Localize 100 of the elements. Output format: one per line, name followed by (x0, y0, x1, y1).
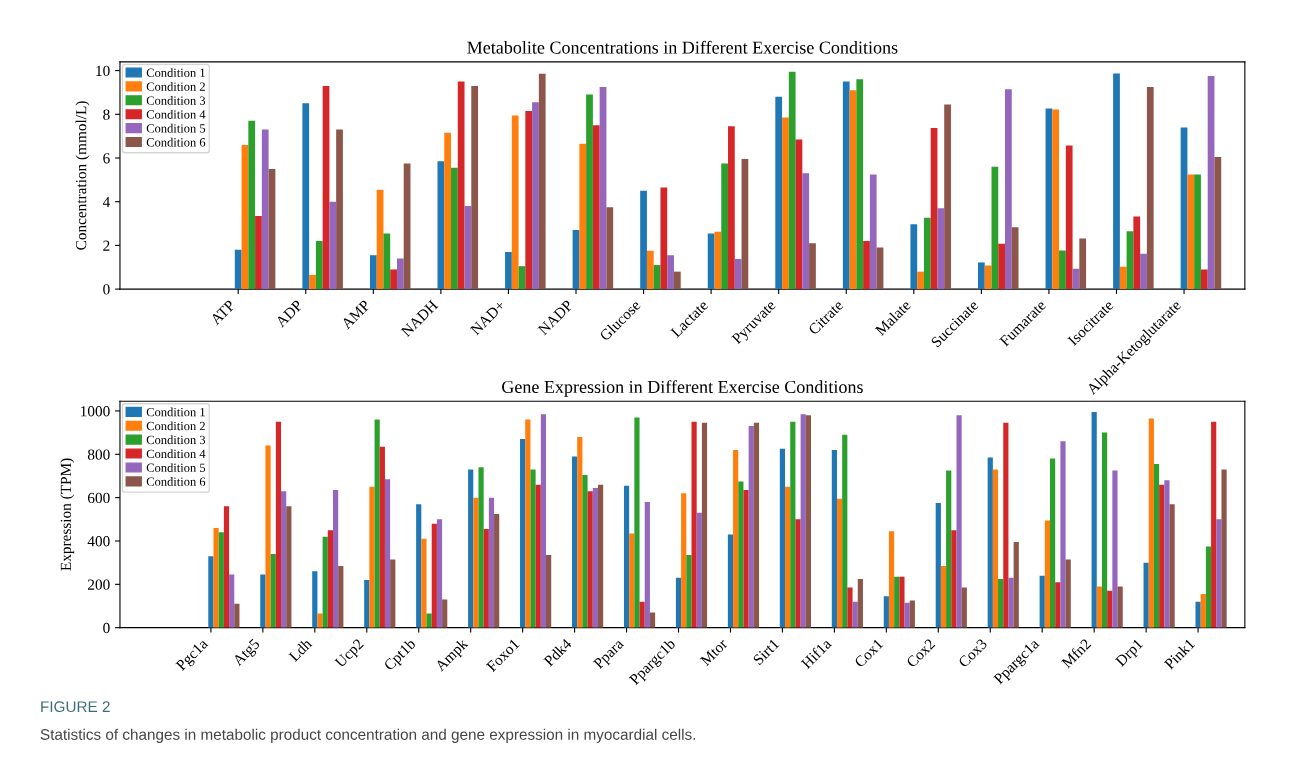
legend-label: Condition 5 (146, 463, 206, 472)
bar (800, 414, 806, 628)
bar (1194, 174, 1201, 290)
bar (390, 269, 397, 290)
bar (691, 421, 697, 628)
bar (1044, 520, 1051, 628)
bar (315, 241, 323, 290)
bar (733, 449, 739, 628)
bar (894, 576, 900, 628)
bar (483, 529, 489, 628)
bar (857, 578, 863, 628)
bar (748, 426, 754, 628)
bar (998, 578, 1004, 628)
bar (1050, 458, 1056, 628)
legend-label: Condition 2 (146, 82, 205, 91)
bar (935, 503, 941, 628)
bar (540, 414, 547, 628)
bar (775, 96, 783, 290)
legend-label: Condition 1 (146, 407, 205, 417)
legend-label: Condition 4 (146, 449, 206, 459)
bar (1146, 86, 1154, 290)
bar (587, 491, 593, 628)
bar (416, 504, 422, 628)
bar (909, 600, 915, 628)
bar (738, 481, 744, 628)
bar (572, 456, 578, 628)
bar (675, 577, 682, 628)
bar (707, 233, 715, 290)
bar (1211, 421, 1217, 628)
bar (384, 479, 391, 628)
bar (1065, 559, 1071, 628)
legend-label: Condition 4 (146, 109, 206, 119)
bar (743, 490, 749, 628)
bar (309, 274, 316, 290)
bar (275, 421, 282, 628)
y-tick-label: 2 (103, 240, 110, 251)
bar (444, 132, 452, 290)
bar (270, 553, 276, 628)
bar (923, 217, 931, 290)
x-tick-label: Ldh (287, 637, 313, 663)
bar (1091, 412, 1097, 628)
bar (785, 486, 791, 628)
bar (917, 271, 924, 290)
bar (390, 559, 396, 628)
bar (946, 470, 952, 628)
bar (421, 538, 427, 628)
bar (281, 491, 287, 628)
bar (904, 602, 910, 628)
bar (1005, 89, 1012, 290)
y-tick-label: 1000 (81, 406, 110, 417)
bar (336, 129, 343, 290)
bar (1096, 586, 1102, 628)
bar (951, 530, 957, 628)
bar (940, 565, 947, 628)
bar (374, 419, 380, 628)
bar (592, 487, 598, 628)
legend-label: Condition 6 (146, 477, 206, 486)
bar (1117, 586, 1123, 628)
legend-label: Condition 6 (146, 137, 206, 147)
bar (451, 167, 458, 290)
bar (809, 243, 816, 290)
bar (842, 81, 850, 290)
bar (532, 102, 539, 290)
bar (961, 587, 967, 628)
bar (788, 71, 796, 290)
bar (338, 565, 344, 628)
bar (317, 613, 323, 628)
bar (847, 587, 853, 628)
bar (327, 530, 333, 628)
bar (471, 85, 479, 290)
bar (312, 571, 318, 628)
bar (1113, 73, 1120, 290)
bar (991, 166, 999, 290)
bar (525, 419, 531, 628)
bar (223, 506, 230, 628)
bar (1112, 470, 1118, 628)
bar (667, 255, 674, 290)
bar (1214, 156, 1222, 290)
y-axis-title: Expression (TPM) (60, 458, 75, 571)
bar (538, 73, 546, 290)
bar (494, 513, 500, 628)
bar (802, 173, 810, 290)
legend-label: Condition 3 (146, 95, 206, 105)
bar (1119, 266, 1127, 290)
bar (1159, 484, 1165, 628)
bar (234, 603, 240, 628)
bar (213, 527, 219, 628)
bar (473, 497, 479, 628)
bar (1195, 601, 1201, 628)
bar (1107, 590, 1113, 628)
bar (1039, 575, 1045, 628)
caption: FIGURE 2 (41, 701, 110, 713)
bar (597, 484, 604, 628)
bar (998, 243, 1006, 290)
bar (1200, 269, 1208, 290)
bar (1169, 504, 1175, 628)
bar (468, 469, 474, 628)
text: Statistics of changes in metabolic product concentration and gene expression in myocardial cells. (40, 728, 696, 743)
bar (229, 574, 235, 628)
bar (987, 457, 993, 628)
